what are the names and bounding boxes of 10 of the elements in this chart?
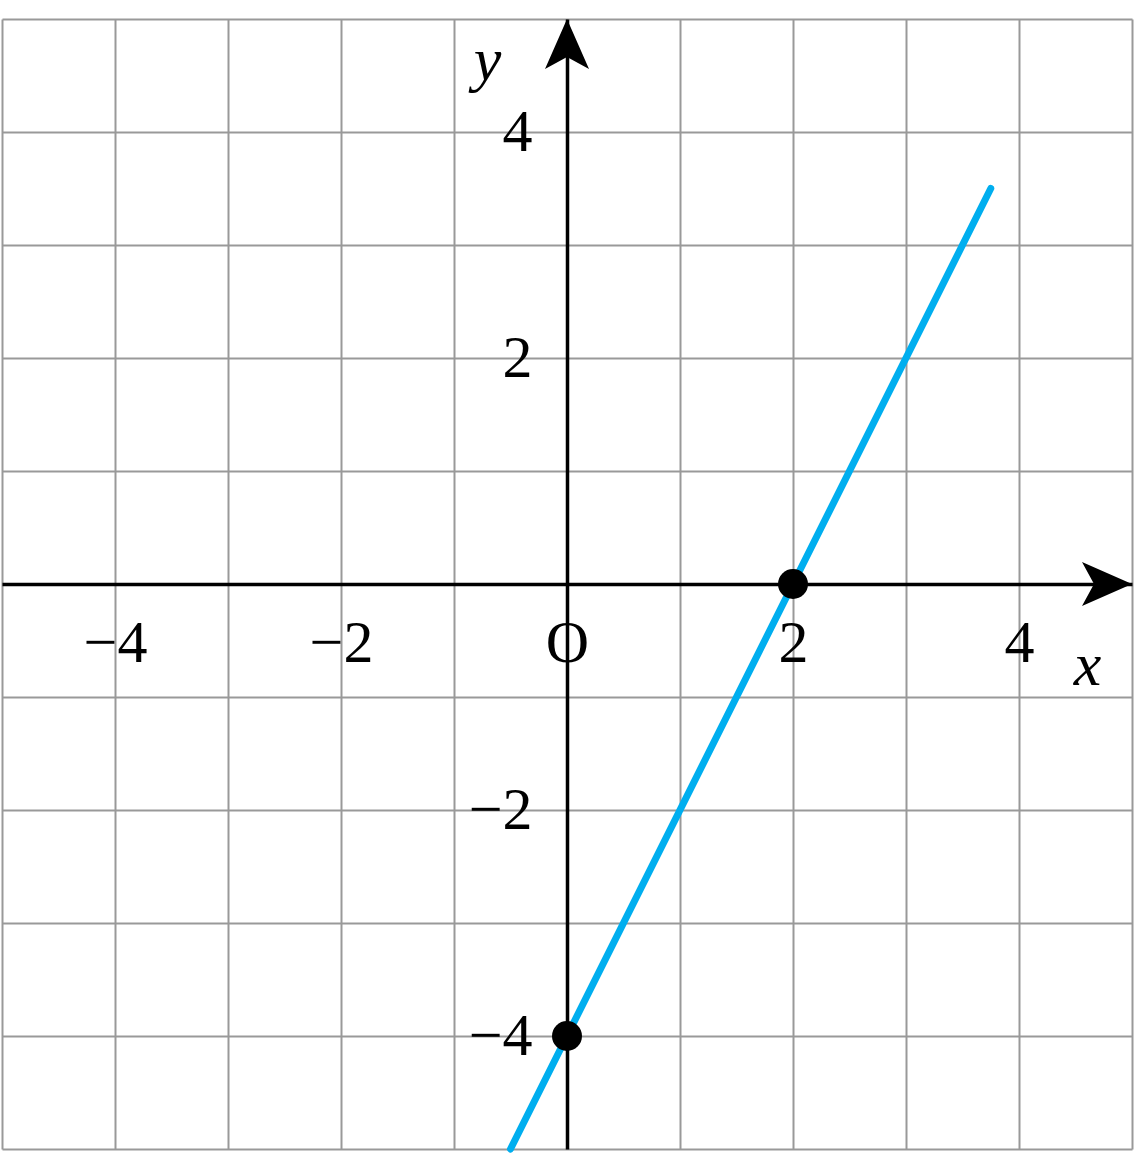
y-tick-label: 2 (502, 323, 533, 390)
y-tick-label: −2 (468, 775, 533, 842)
x-tick-label: 2 (778, 608, 809, 675)
y-tick-label: 4 (502, 97, 533, 164)
y-axis-title: y (467, 24, 502, 93)
x-tick-label: 4 (1004, 608, 1035, 675)
x-tick-label: −2 (309, 608, 374, 675)
y-tick-label: −4 (468, 1001, 533, 1068)
x-axis-title: x (1072, 629, 1102, 698)
x-tick-label: −4 (83, 608, 148, 675)
